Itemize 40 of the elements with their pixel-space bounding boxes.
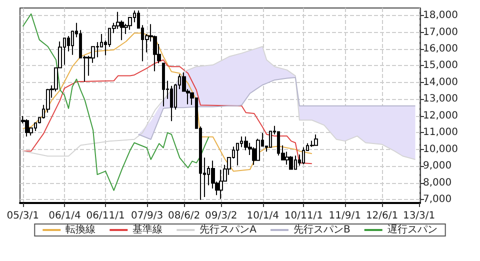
x-tick-label: 08/6/2 [168, 210, 200, 222]
candlestick [244, 136, 248, 151]
x-tick-label: 07/9/3 [130, 210, 164, 222]
legend-label: 転換線 [66, 224, 96, 236]
y-tick-label: 15,000 [423, 60, 458, 72]
legend-label: 先行スパンB [293, 224, 350, 236]
y-tick-label: 8,000 [423, 177, 452, 188]
line-series [22, 32, 312, 172]
candlestick [162, 62, 165, 107]
candlestick [25, 118, 29, 138]
x-tick-label: 13/3/1 [402, 210, 436, 222]
y-tick-label: 16,000 [423, 44, 458, 55]
candlestick [219, 169, 223, 200]
y-tick-label: 14,000 [423, 76, 458, 88]
candlestick [302, 146, 305, 165]
legend-label: 遅行スパン [387, 224, 438, 236]
candlestick [289, 156, 293, 170]
x-tick-label: 09/3/2 [204, 210, 238, 222]
y-tick-label: 18,000 [423, 10, 458, 22]
legend-label: 基準線 [132, 224, 163, 236]
line-series [22, 59, 312, 164]
x-tick-label: 12/6/1 [366, 210, 398, 222]
x-tick-label: 10/11/1 [284, 210, 323, 222]
y-tick-label: 9,000 [423, 160, 452, 172]
y-tick-label: 11,000 [423, 127, 458, 138]
y-tick-label: 7,000 [423, 194, 452, 206]
candlestick [170, 85, 173, 122]
y-tick-label: 13,000 [423, 94, 458, 105]
x-tick-label: 10/1/4 [246, 210, 279, 222]
line-series [22, 13, 210, 191]
x-tick-label: 06/11/1 [86, 210, 125, 222]
legend-label: 先行スパンA [200, 224, 257, 236]
x-tick-label: 06/1/4 [48, 210, 81, 222]
x-tick-label: 11/9/1 [328, 210, 361, 222]
y-tick-label: 10,000 [423, 144, 458, 155]
y-tick-label: 17,000 [423, 26, 458, 38]
line-series [138, 76, 416, 140]
candlestick [314, 134, 318, 146]
x-tick-label: 05/3/1 [6, 210, 39, 222]
y-tick-label: 12,000 [423, 110, 458, 122]
